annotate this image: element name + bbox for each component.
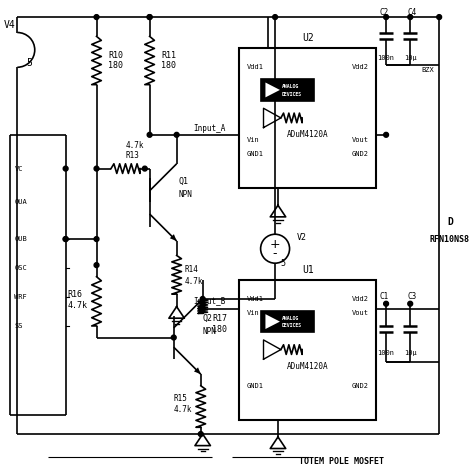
Text: ANALOG: ANALOG [282, 316, 299, 321]
Polygon shape [265, 314, 280, 329]
Text: V2: V2 [296, 233, 306, 242]
Text: Input_B: Input_B [193, 297, 226, 306]
Circle shape [201, 297, 205, 301]
Polygon shape [170, 234, 177, 241]
Text: NPN: NPN [203, 327, 217, 336]
Text: BZX: BZX [422, 67, 435, 73]
Text: NPN: NPN [179, 190, 192, 199]
Text: 4.7k: 4.7k [126, 141, 144, 150]
Text: R16: R16 [68, 290, 82, 299]
Text: TOTEM POLE MOSFET: TOTEM POLE MOSFET [299, 456, 384, 465]
Circle shape [63, 237, 68, 241]
Text: 5: 5 [280, 259, 285, 268]
Text: Vdd2: Vdd2 [352, 296, 369, 302]
Text: +: + [270, 238, 281, 251]
Text: R11: R11 [161, 51, 176, 60]
Text: 4.7k: 4.7k [174, 405, 192, 414]
Circle shape [201, 306, 205, 311]
Text: Q2: Q2 [203, 314, 213, 323]
Circle shape [147, 15, 152, 19]
Text: R13: R13 [126, 151, 139, 160]
Text: GND2: GND2 [352, 383, 369, 389]
Circle shape [273, 15, 277, 19]
Text: 4.7k: 4.7k [68, 301, 88, 310]
Circle shape [63, 237, 68, 241]
Circle shape [198, 432, 203, 437]
Text: 180: 180 [212, 325, 228, 334]
Text: 10µ: 10µ [404, 350, 417, 356]
Circle shape [383, 301, 389, 306]
Text: C1: C1 [380, 292, 389, 301]
Text: R10: R10 [108, 51, 123, 60]
Text: C4: C4 [408, 8, 417, 17]
Text: DEVICES: DEVICES [282, 91, 302, 97]
Bar [239, 48, 376, 188]
Circle shape [94, 15, 99, 19]
Bar [239, 280, 376, 419]
Circle shape [408, 15, 413, 19]
Text: Vdd2: Vdd2 [352, 64, 369, 70]
Polygon shape [265, 82, 280, 97]
Polygon shape [194, 367, 201, 374]
Circle shape [261, 234, 290, 263]
Circle shape [63, 166, 68, 171]
Circle shape [198, 306, 203, 311]
Text: Vdd1: Vdd1 [247, 296, 264, 302]
Text: Vin: Vin [247, 137, 260, 143]
Text: GND1: GND1 [247, 151, 264, 157]
Circle shape [408, 301, 413, 306]
Circle shape [437, 15, 442, 19]
Bar [261, 79, 314, 100]
Text: V4: V4 [4, 20, 16, 30]
Text: Vout: Vout [352, 137, 369, 143]
Text: C2: C2 [380, 8, 389, 17]
Text: 180: 180 [108, 61, 123, 70]
Text: 100n: 100n [378, 55, 394, 61]
Text: D: D [447, 217, 453, 227]
Text: R17: R17 [212, 314, 228, 323]
Text: WRF: WRF [15, 294, 27, 300]
Bar [261, 311, 314, 332]
Circle shape [94, 166, 99, 171]
Text: C3: C3 [408, 292, 417, 301]
Text: R14: R14 [184, 265, 198, 274]
Text: Vin: Vin [247, 310, 260, 316]
Text: 180: 180 [161, 61, 176, 70]
Text: OUA: OUA [15, 200, 27, 205]
Text: RFN10NS8: RFN10NS8 [429, 235, 470, 244]
Text: SS: SS [15, 323, 23, 329]
Circle shape [94, 237, 99, 241]
Text: 10µ: 10µ [404, 55, 417, 61]
Text: R15: R15 [174, 394, 188, 403]
Text: U2: U2 [302, 33, 314, 43]
Text: Vout: Vout [352, 310, 369, 316]
Text: ADuM4120A: ADuM4120A [287, 130, 328, 139]
Text: ADuM4120A: ADuM4120A [287, 362, 328, 371]
Text: 5: 5 [26, 58, 32, 68]
Text: 100n: 100n [378, 350, 394, 356]
Text: Input_A: Input_A [193, 124, 226, 133]
Circle shape [383, 15, 389, 19]
Circle shape [142, 166, 147, 171]
Text: DEVICES: DEVICES [282, 323, 302, 328]
Text: VC: VC [15, 165, 23, 172]
Text: U1: U1 [302, 265, 314, 275]
Circle shape [147, 15, 152, 19]
Circle shape [383, 132, 389, 137]
Circle shape [94, 263, 99, 267]
Circle shape [171, 335, 176, 340]
Circle shape [147, 132, 152, 137]
Text: Vdd1: Vdd1 [247, 64, 264, 70]
Text: GND2: GND2 [352, 151, 369, 157]
Text: Q1: Q1 [179, 177, 189, 186]
Text: 4.7k: 4.7k [184, 277, 203, 286]
Circle shape [174, 132, 179, 137]
Text: OSC: OSC [15, 265, 27, 271]
Text: OUB: OUB [15, 236, 27, 242]
Text: GND1: GND1 [247, 383, 264, 389]
Text: -: - [273, 247, 277, 260]
Text: ANALOG: ANALOG [282, 84, 299, 89]
